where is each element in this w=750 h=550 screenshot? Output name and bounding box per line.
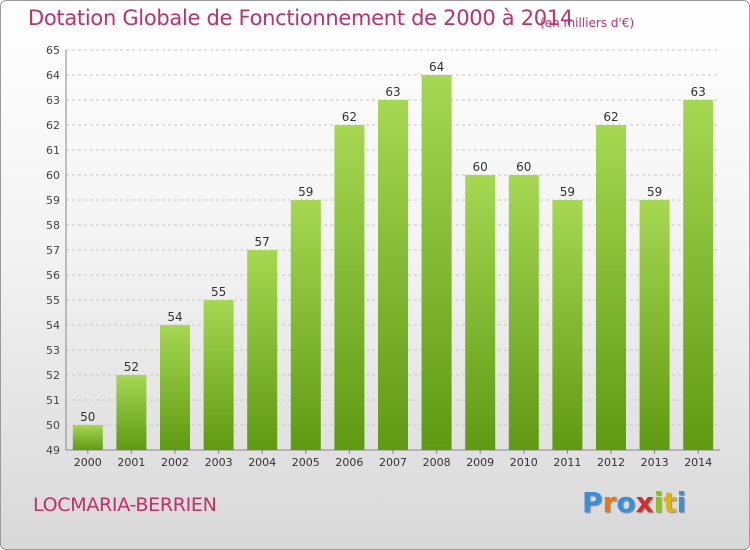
x-tick-label: 2009 bbox=[466, 456, 494, 469]
x-tick-label: 2003 bbox=[205, 456, 233, 469]
x-tick-label: 2002 bbox=[161, 456, 189, 469]
logo-letter: x bbox=[635, 486, 654, 519]
bar bbox=[378, 100, 408, 450]
x-tick-label: 2006 bbox=[335, 456, 363, 469]
y-tick-label: 65 bbox=[46, 44, 60, 57]
bar bbox=[508, 175, 539, 450]
x-tick-label: 2007 bbox=[379, 456, 407, 469]
commune-name: LOCMARIA-BERRIEN bbox=[33, 494, 217, 516]
y-tick-label: 55 bbox=[46, 294, 60, 307]
data-label: 50 bbox=[80, 410, 95, 424]
y-tick-label: 58 bbox=[46, 219, 60, 232]
bar bbox=[421, 75, 452, 450]
x-axis: 2000 2001 2002 2003 2004 2005 2006 2007 2008 2009… bbox=[74, 450, 712, 469]
x-tick-label: 2000 bbox=[74, 456, 102, 469]
data-labels: 50 52 54 55 57 59 62 63 64 60 60 59 62 59 63 bbox=[80, 60, 706, 424]
y-tick-label: 64 bbox=[46, 69, 60, 82]
data-label: 63 bbox=[385, 85, 400, 99]
chart-unit-note: (en milliers d'€) bbox=[540, 16, 635, 30]
data-label: 54 bbox=[167, 310, 182, 324]
x-tick-label: 2012 bbox=[597, 456, 625, 469]
chart-title: Dotation Globale de Fonctionnement de 20… bbox=[28, 6, 573, 30]
bars bbox=[72, 75, 714, 450]
data-label: 57 bbox=[255, 235, 270, 249]
logo-letter: t bbox=[663, 486, 677, 519]
x-tick-label: 2001 bbox=[117, 456, 145, 469]
bar bbox=[72, 425, 103, 450]
x-tick-label: 2013 bbox=[641, 456, 669, 469]
bar bbox=[203, 300, 234, 450]
logo-letter: i bbox=[653, 486, 664, 519]
bar bbox=[160, 325, 190, 450]
y-tick-label: 53 bbox=[46, 344, 60, 357]
x-tick-label: 2005 bbox=[292, 456, 320, 469]
data-label: 63 bbox=[691, 85, 706, 99]
y-tick-label: 61 bbox=[46, 144, 60, 157]
y-tick-label: 59 bbox=[46, 194, 60, 207]
x-tick-label: 2011 bbox=[553, 456, 581, 469]
logo-letter: P bbox=[582, 486, 603, 519]
logo-letter: o bbox=[616, 486, 636, 519]
y-tick-label: 56 bbox=[46, 269, 60, 282]
y-tick-label: 50 bbox=[46, 419, 60, 432]
x-tick-label: 2004 bbox=[248, 456, 276, 469]
bar bbox=[596, 125, 626, 450]
data-label: 62 bbox=[603, 110, 618, 124]
bar bbox=[334, 125, 365, 450]
data-label: 59 bbox=[560, 185, 575, 199]
data-label: 60 bbox=[516, 160, 531, 174]
bar bbox=[683, 100, 714, 450]
data-label: 59 bbox=[647, 185, 662, 199]
bar bbox=[552, 200, 583, 450]
data-label: 62 bbox=[342, 110, 357, 124]
logo-letter: r bbox=[602, 486, 617, 519]
data-label: 60 bbox=[473, 160, 488, 174]
y-tick-label: 54 bbox=[46, 319, 60, 332]
y-tick-label: 63 bbox=[46, 94, 60, 107]
x-tick-label: 2014 bbox=[684, 456, 712, 469]
data-label: 64 bbox=[429, 60, 444, 74]
logo-letter: i bbox=[676, 486, 687, 519]
proxiti-logo: Proxiti bbox=[582, 486, 686, 519]
y-tick-label: 62 bbox=[46, 119, 60, 132]
x-tick-label: 2010 bbox=[510, 456, 538, 469]
bar bbox=[247, 250, 278, 450]
bar bbox=[290, 200, 321, 450]
bar bbox=[639, 200, 670, 450]
data-label: 52 bbox=[124, 360, 139, 374]
y-tick-label: 51 bbox=[46, 394, 60, 407]
y-tick-label: 52 bbox=[46, 369, 60, 382]
bar bbox=[465, 175, 496, 450]
x-tick-label: 2008 bbox=[423, 456, 451, 469]
data-label: 55 bbox=[211, 285, 226, 299]
y-tick-label: 57 bbox=[46, 244, 60, 257]
y-tick-label: 49 bbox=[46, 444, 60, 457]
bar bbox=[116, 375, 147, 450]
data-label: 59 bbox=[298, 185, 313, 199]
y-tick-label: 60 bbox=[46, 169, 60, 182]
